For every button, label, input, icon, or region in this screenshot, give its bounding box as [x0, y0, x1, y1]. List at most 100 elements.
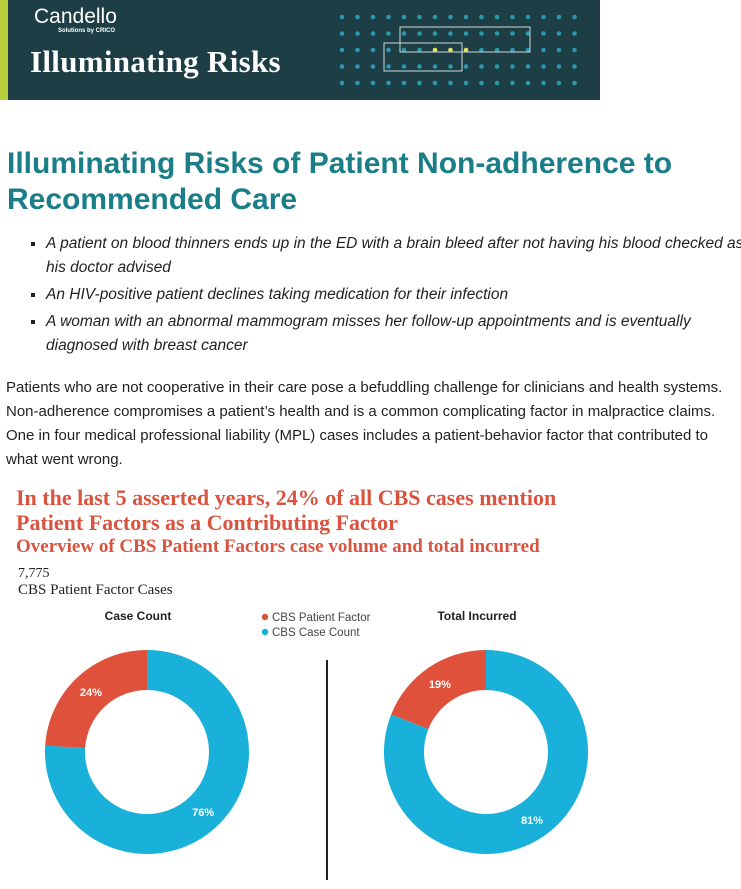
banner-title: Illuminating Risks — [30, 44, 281, 79]
dot — [510, 80, 515, 86]
dot — [572, 47, 577, 53]
dot — [432, 47, 438, 53]
data-label: 81% — [521, 815, 543, 827]
data-label: 19% — [429, 679, 451, 691]
slice — [391, 650, 486, 730]
dot — [355, 31, 360, 36]
dot — [386, 31, 391, 36]
dot — [541, 47, 546, 53]
slice — [45, 650, 147, 749]
slice — [45, 650, 250, 854]
dot — [401, 80, 407, 86]
heading: Illuminating Risks of Patient Non-adhere… — [7, 147, 673, 216]
slice — [384, 650, 588, 854]
bullet-list: A patient on blood thinners ends up in t… — [20, 232, 741, 361]
dot — [417, 14, 422, 20]
dot — [510, 64, 515, 69]
bullet: A patient on blood thinners ends up in t… — [46, 232, 741, 280]
dot — [386, 47, 391, 53]
dot — [432, 64, 438, 69]
chart-title: Case Count — [105, 609, 172, 623]
dot — [370, 47, 376, 53]
dot — [370, 14, 376, 20]
dot — [479, 31, 484, 36]
count-label: CBS Patient Factor Cases — [18, 582, 173, 598]
dot — [541, 14, 546, 20]
dot — [525, 14, 531, 20]
dot — [494, 80, 500, 86]
dot — [448, 31, 453, 36]
paragraph: Patients who are not cooperative in thei… — [6, 379, 723, 468]
dot — [401, 31, 407, 36]
dot — [479, 64, 484, 69]
chart-title: Total Incurred — [437, 609, 516, 623]
dot — [572, 14, 577, 20]
dot — [417, 31, 422, 36]
logo: Candello — [34, 5, 117, 28]
dot — [525, 64, 531, 69]
dot — [370, 64, 376, 69]
dot — [556, 64, 562, 69]
dot — [463, 47, 469, 53]
dot — [448, 64, 453, 69]
dot — [417, 80, 422, 86]
dot — [448, 14, 453, 20]
dot — [494, 47, 500, 53]
dot — [417, 47, 422, 53]
legend-label: CBS Patient Factor — [272, 612, 371, 624]
frame — [383, 42, 463, 72]
dot-pattern — [339, 14, 577, 86]
logo-tagline: Solutions by CRICO — [58, 28, 115, 34]
dot — [339, 64, 345, 69]
dot — [386, 64, 391, 69]
banner — [0, 0, 600, 100]
dot — [556, 47, 562, 53]
dot — [510, 47, 515, 53]
legend-label: CBS Case Count — [272, 627, 360, 639]
dot — [541, 64, 546, 69]
charts: CBS Patient Factor CBS Case Count Case Cou… — [45, 609, 588, 880]
dot — [479, 14, 484, 20]
dot — [386, 14, 391, 20]
dot — [494, 31, 500, 36]
dot — [572, 80, 577, 86]
dot — [370, 31, 376, 36]
frame — [399, 26, 531, 53]
dot — [572, 31, 577, 36]
infographic-title: In the last 5 asserted years, 24% of all… — [16, 485, 557, 510]
dot — [339, 14, 345, 20]
dot — [339, 31, 345, 36]
dot — [432, 14, 438, 20]
dot — [510, 14, 515, 20]
dot — [355, 47, 360, 53]
dot — [556, 31, 562, 36]
dot — [463, 14, 469, 20]
dot — [355, 64, 360, 69]
dot — [525, 31, 531, 36]
dot — [463, 80, 469, 86]
dot — [463, 31, 469, 36]
dot — [463, 64, 469, 69]
dot — [417, 64, 422, 69]
data-label: 76% — [192, 807, 214, 819]
dot — [525, 80, 531, 86]
dot — [355, 80, 360, 86]
infographic-subtitle: Overview of CBS Patient Factors case vol… — [16, 536, 540, 557]
bullet: A woman with an abnormal mammogram misse… — [46, 310, 741, 358]
dot — [556, 80, 562, 86]
dot — [479, 47, 484, 53]
dot — [432, 80, 438, 86]
dot — [448, 47, 453, 53]
dot — [432, 31, 438, 36]
legend-swatch — [261, 628, 269, 636]
infographic-title: Patient Factors as a Contributing Factor — [16, 510, 398, 535]
dot — [401, 47, 407, 53]
dot — [386, 80, 391, 86]
dot — [494, 14, 500, 20]
dot — [448, 80, 453, 86]
dot — [355, 14, 360, 20]
dot — [339, 80, 345, 86]
count: 7,775 — [18, 566, 50, 581]
dot — [541, 31, 546, 36]
